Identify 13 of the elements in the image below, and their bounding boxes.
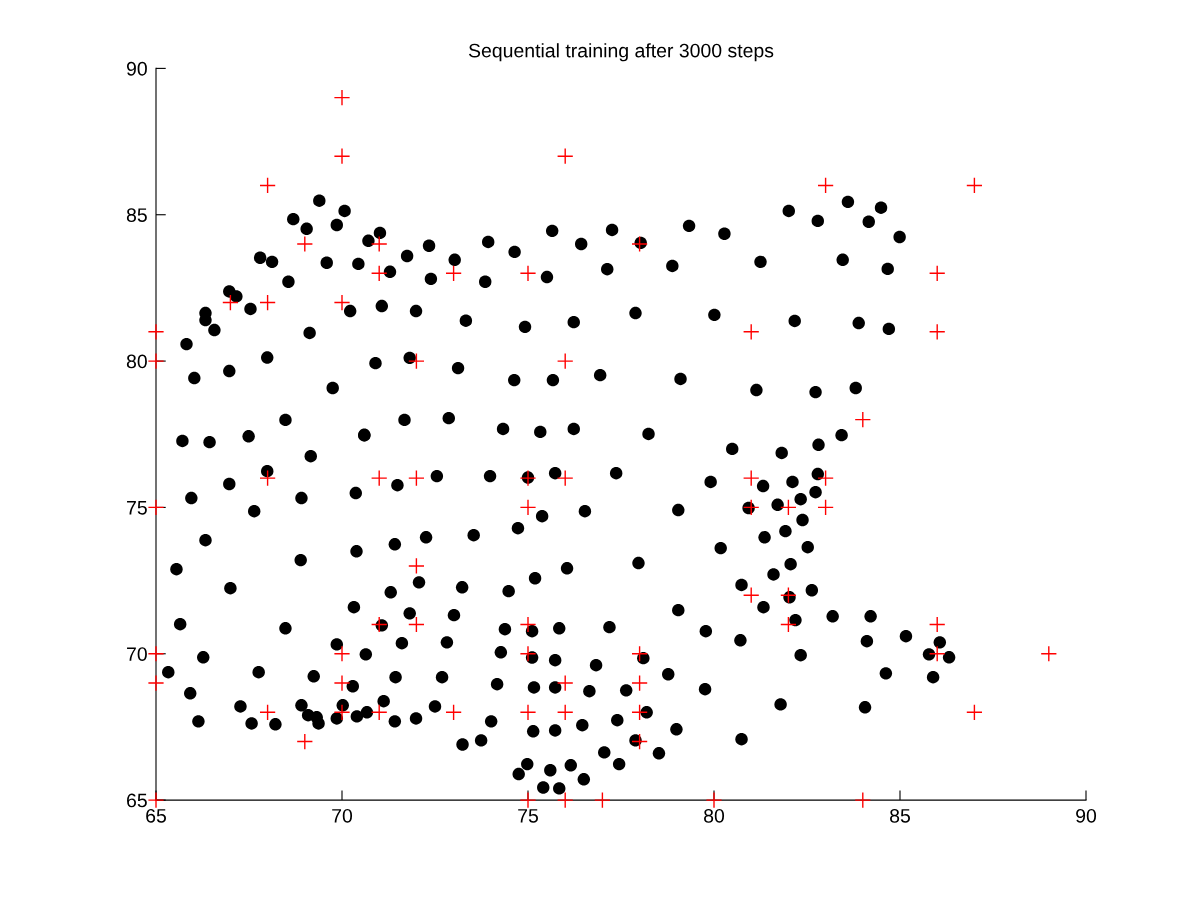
- x-tick-label: 65: [146, 808, 166, 823]
- y-tick-label: 65: [127, 793, 147, 808]
- y-tick-label: 70: [127, 647, 147, 661]
- y-tick-label: 80: [126, 354, 147, 369]
- chart-title: Sequential training after 3000 steps: [468, 43, 774, 62]
- x-tick-label: 75: [518, 809, 538, 823]
- x-tick-label: 80: [704, 808, 725, 823]
- x-tick-label: 90: [1076, 808, 1097, 823]
- x-tick-label: 70: [332, 808, 353, 823]
- y-tick-label: 85: [126, 208, 147, 222]
- x-tick-label: 85: [890, 808, 910, 823]
- y-tick-label: 90: [126, 61, 147, 76]
- y-tick-label: 75: [127, 501, 147, 515]
